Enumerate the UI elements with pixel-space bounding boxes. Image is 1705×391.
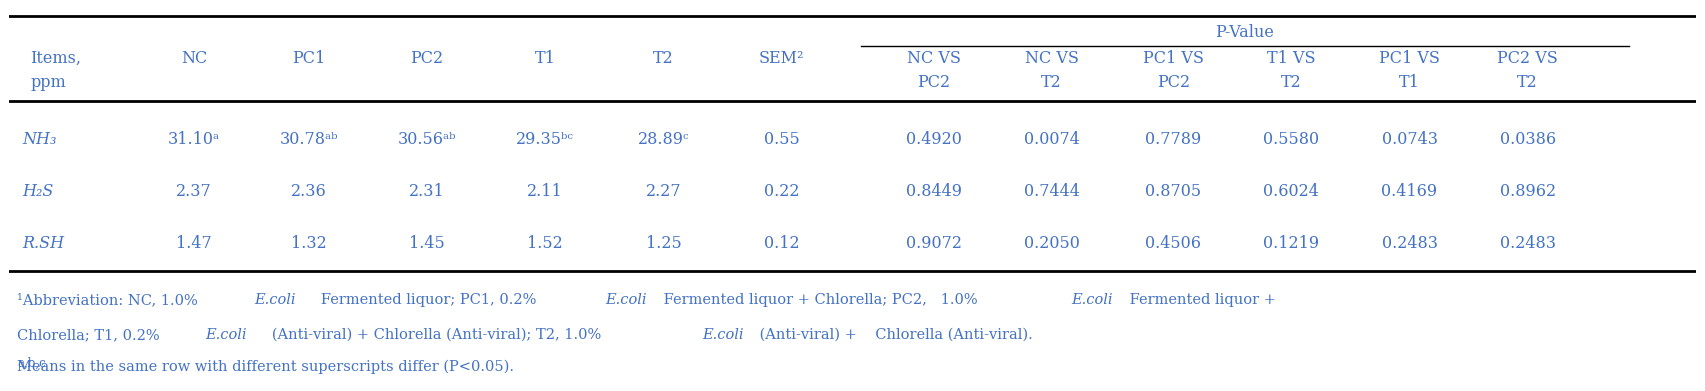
Text: PC1 VS: PC1 VS [1379, 50, 1441, 66]
Text: 2.37: 2.37 [176, 183, 211, 200]
Text: 0.1219: 0.1219 [1263, 235, 1320, 252]
Text: PC2: PC2 [1156, 74, 1190, 91]
Text: 2.11: 2.11 [527, 183, 563, 200]
Text: 0.2050: 0.2050 [1023, 235, 1079, 252]
Text: 0.7789: 0.7789 [1146, 131, 1202, 148]
Text: R.SH: R.SH [22, 235, 65, 252]
Text: T2: T2 [653, 50, 673, 66]
Text: E.coli: E.coli [205, 328, 247, 342]
Text: E.coli: E.coli [702, 328, 743, 342]
Text: ppm: ppm [31, 74, 66, 91]
Text: (Anti-viral) +    Chlorella (Anti-viral).: (Anti-viral) + Chlorella (Anti-viral). [755, 328, 1033, 342]
Text: ¹Abbreviation: NC, 1.0%: ¹Abbreviation: NC, 1.0% [17, 293, 203, 307]
Text: 0.2483: 0.2483 [1500, 235, 1555, 252]
Text: 0.8705: 0.8705 [1146, 183, 1202, 200]
Text: 0.4506: 0.4506 [1146, 235, 1202, 252]
Text: T1: T1 [535, 50, 556, 66]
Text: P-Value: P-Value [1216, 24, 1274, 41]
Text: T1 VS: T1 VS [1267, 50, 1316, 66]
Text: 0.4920: 0.4920 [905, 131, 962, 148]
Text: T1: T1 [1400, 74, 1420, 91]
Text: T2: T2 [1042, 74, 1062, 91]
Text: 0.7444: 0.7444 [1023, 183, 1079, 200]
Text: 2.36: 2.36 [292, 183, 327, 200]
Text: 1.52: 1.52 [527, 235, 563, 252]
Text: 0.5580: 0.5580 [1263, 131, 1320, 148]
Text: 2.27: 2.27 [646, 183, 682, 200]
Text: 29.35ᵇᶜ: 29.35ᵇᶜ [517, 131, 575, 148]
Text: Fermented liquor; PC1, 0.2%: Fermented liquor; PC1, 0.2% [307, 293, 540, 307]
Text: Fermented liquor + Chlorella; PC2,   1.0%: Fermented liquor + Chlorella; PC2, 1.0% [658, 293, 982, 307]
Text: H₂S: H₂S [22, 183, 53, 200]
Text: 0.55: 0.55 [764, 131, 800, 148]
Text: Fermented liquor +: Fermented liquor + [1125, 293, 1275, 307]
Text: NC: NC [181, 50, 208, 66]
Text: 0.0743: 0.0743 [1381, 131, 1437, 148]
Text: PC2 VS: PC2 VS [1497, 50, 1558, 66]
Text: SEM²: SEM² [759, 50, 805, 66]
Text: Chlorella; T1, 0.2%: Chlorella; T1, 0.2% [17, 328, 164, 342]
Text: E.coli: E.coli [254, 293, 295, 307]
Text: PC1: PC1 [292, 50, 326, 66]
Text: PC2: PC2 [917, 74, 950, 91]
Text: 0.0386: 0.0386 [1500, 131, 1555, 148]
Text: 1.32: 1.32 [292, 235, 327, 252]
Text: 1.47: 1.47 [176, 235, 211, 252]
Text: PC1 VS: PC1 VS [1142, 50, 1204, 66]
Text: 0.4169: 0.4169 [1381, 183, 1437, 200]
Text: 0.9072: 0.9072 [905, 235, 962, 252]
Text: 1.25: 1.25 [646, 235, 682, 252]
Text: 0.0074: 0.0074 [1023, 131, 1079, 148]
Text: NC VS: NC VS [1025, 50, 1079, 66]
Text: 0.8449: 0.8449 [905, 183, 962, 200]
Text: Means in the same row with different superscripts differ (P<0.05).: Means in the same row with different sup… [17, 359, 513, 374]
Text: 0.2483: 0.2483 [1381, 235, 1437, 252]
Text: 28.89ᶜ: 28.89ᶜ [638, 131, 689, 148]
Text: 0.6024: 0.6024 [1263, 183, 1320, 200]
Text: 0.22: 0.22 [764, 183, 800, 200]
Text: E.coli: E.coli [1072, 293, 1113, 307]
Text: 1.45: 1.45 [409, 235, 445, 252]
Text: 2.31: 2.31 [409, 183, 445, 200]
Text: 31.10ᵃ: 31.10ᵃ [169, 131, 220, 148]
Text: 0.12: 0.12 [764, 235, 800, 252]
Text: T2: T2 [1517, 74, 1538, 91]
Text: PC2: PC2 [411, 50, 443, 66]
Text: Items,: Items, [31, 50, 82, 66]
Text: 30.78ᵃᵇ: 30.78ᵃᵇ [280, 131, 338, 148]
Text: E.coli: E.coli [605, 293, 648, 307]
Text: NC VS: NC VS [907, 50, 960, 66]
Text: 30.56ᵃᵇ: 30.56ᵃᵇ [397, 131, 457, 148]
Text: NH₃: NH₃ [22, 131, 56, 148]
Text: (Anti-viral) + Chlorella (Anti-viral); T2, 1.0%: (Anti-viral) + Chlorella (Anti-viral); T… [257, 328, 605, 342]
Text: 0.8962: 0.8962 [1500, 183, 1555, 200]
Text: T2: T2 [1280, 74, 1301, 91]
Text: a,b,c: a,b,c [17, 357, 46, 369]
